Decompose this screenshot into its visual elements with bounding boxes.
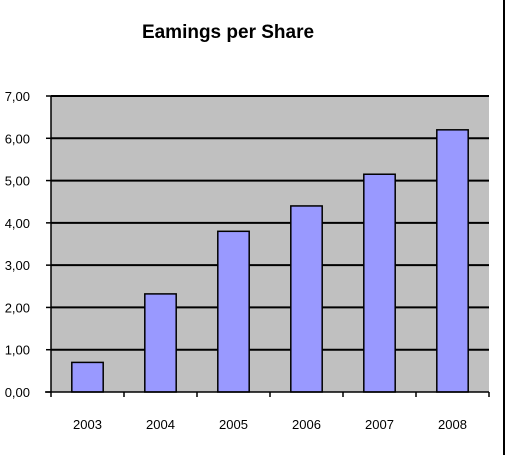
y-tick-label-5: 5,00 [5,174,30,189]
x-tick-label-2003: 2003 [73,417,102,432]
bar-2004 [144,293,177,393]
bars [71,129,469,393]
bar-2005 [217,230,250,393]
y-tick-label-0: 0,00 [5,385,30,400]
plot-area [51,96,489,392]
bar-2003 [71,361,104,393]
x-tick-label-2007: 2007 [365,417,394,432]
x-tick-label-2005: 2005 [219,417,248,432]
bar-2007 [363,173,396,393]
x-tick-labels: 2003 2004 2005 2006 2007 2008 [73,417,467,432]
y-tick-label-7: 7,00 [5,89,30,104]
x-tick-label-2006: 2006 [292,417,321,432]
y-tick-labels: 0,00 1,00 2,00 3,00 4,00 5,00 6,00 7,00 [5,89,30,400]
y-tick-label-4: 4,00 [5,216,30,231]
y-tick-label-6: 6,00 [5,131,30,146]
gridlines [51,95,489,351]
axes [45,95,490,397]
bar-2006 [290,205,323,393]
y-tick-label-3: 3,00 [5,258,30,273]
y-tick-label-2: 2,00 [5,300,30,315]
chart-title: Eamings per Share [142,22,314,43]
bar-2008 [436,129,469,393]
y-tick-label-1: 1,00 [5,343,30,358]
x-tick-label-2004: 2004 [146,417,175,432]
x-tick-label-2008: 2008 [438,417,467,432]
